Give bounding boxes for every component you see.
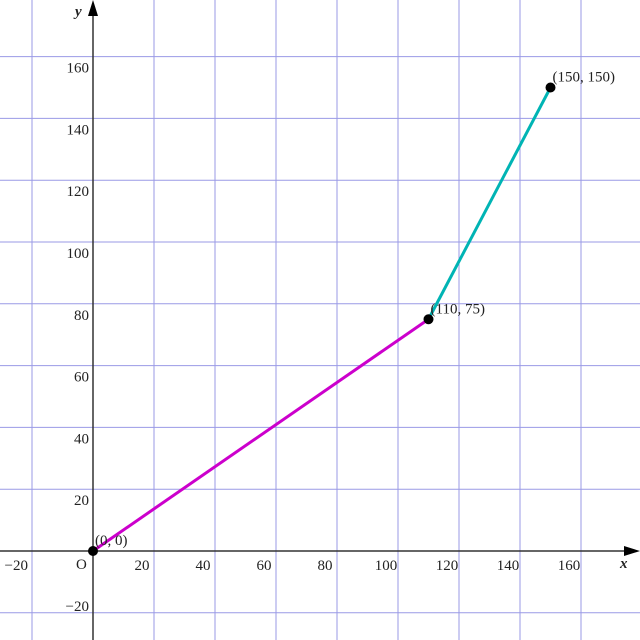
y-tick-label: 100 (67, 246, 90, 262)
x-tick-label: 120 (436, 558, 459, 574)
y-tick-label: 20 (74, 493, 89, 509)
tick-labels: −20 20 40 60 80 100 120 140 160 −20 20 40 60 80 100 120… (5, 61, 581, 615)
segments (92, 86, 552, 553)
x-tick-label: 60 (257, 558, 272, 574)
x-tick-label: 20 (135, 558, 150, 574)
y-tick-label: 60 (74, 370, 89, 386)
x-tick-label: 80 (318, 558, 333, 574)
x-tick-label: 100 (375, 558, 398, 574)
x-tick-label: −20 (5, 558, 28, 574)
point-marker (545, 82, 556, 93)
y-tick-label: 120 (67, 184, 90, 200)
y-tick-label: 140 (67, 122, 90, 138)
y-tick-label: 40 (74, 431, 89, 447)
x-axis-arrow-icon (624, 546, 640, 556)
x-tick-label: 40 (196, 558, 211, 574)
x-tick-label: 140 (497, 558, 520, 574)
point-label: (0, 0) (95, 533, 128, 549)
point-label: (110, 75) (431, 301, 485, 317)
y-axis-label: y (73, 4, 82, 20)
y-tick-label: 80 (74, 308, 89, 324)
y-axis-arrow-icon (88, 0, 98, 16)
line-segment (92, 318, 430, 553)
y-tick-label: −20 (66, 599, 89, 615)
point-label: (150, 150) (553, 70, 616, 86)
point-marker (88, 546, 98, 556)
x-axis-label: x (619, 556, 628, 572)
line-segment (427, 86, 552, 320)
points: (0, 0) (110, 75) (150, 150) (88, 70, 616, 556)
point-marker (423, 314, 434, 325)
origin-label: O (76, 557, 87, 573)
x-tick-label: 160 (558, 558, 581, 574)
y-tick-label: 160 (67, 61, 90, 77)
